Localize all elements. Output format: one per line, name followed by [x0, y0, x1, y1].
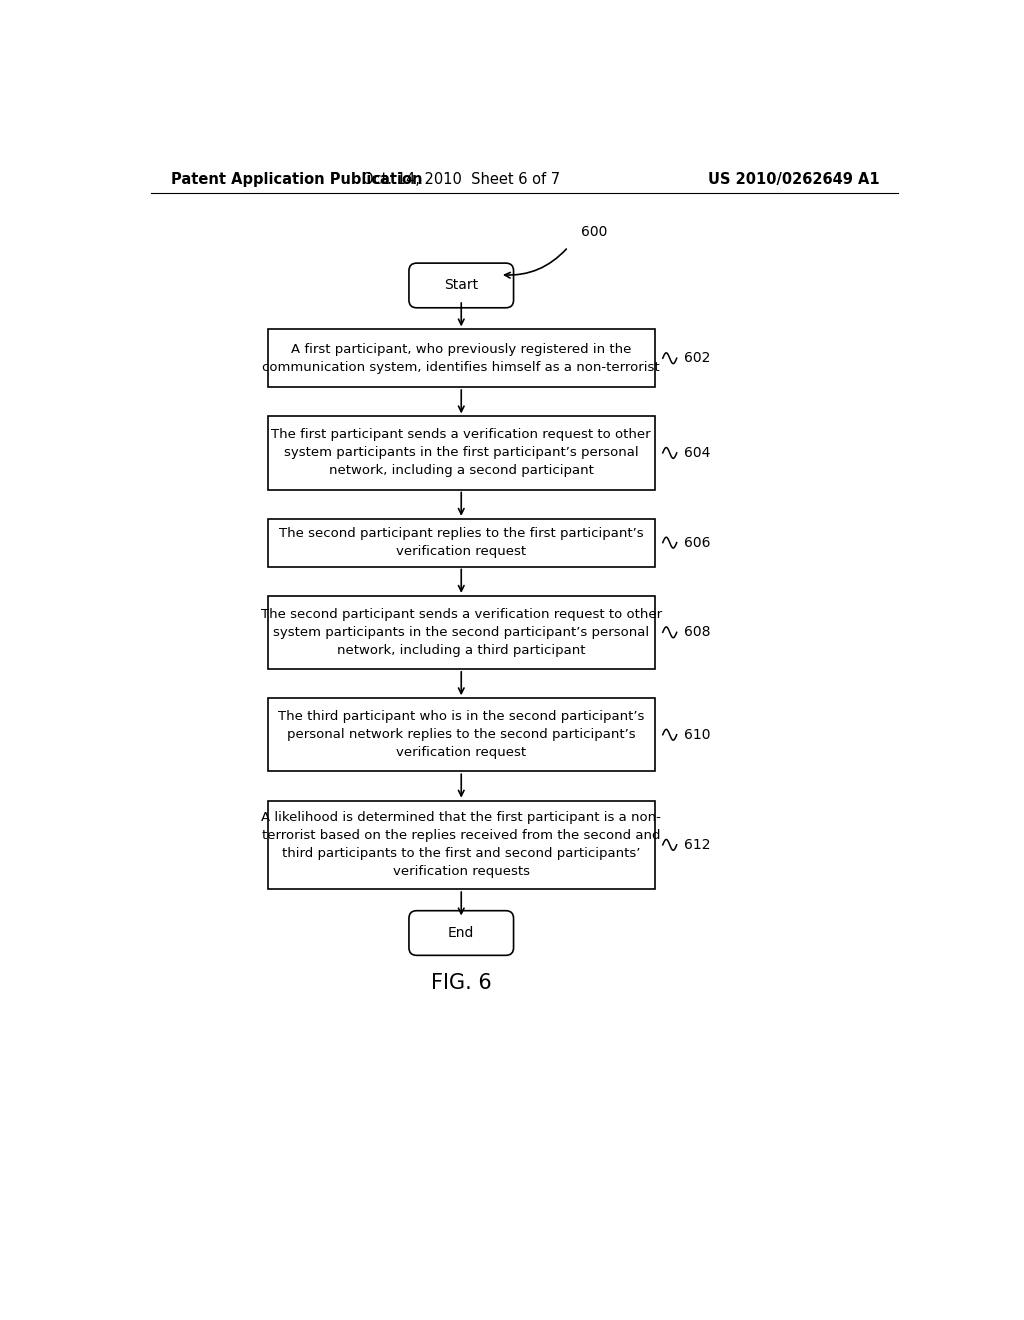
Text: The second participant replies to the first participant’s
verification request: The second participant replies to the fi…: [279, 527, 643, 558]
Text: The second participant sends a verification request to other
system participants: The second participant sends a verificat…: [261, 607, 662, 657]
Text: The third participant who is in the second participant’s
personal network replie: The third participant who is in the seco…: [279, 710, 644, 759]
FancyBboxPatch shape: [267, 595, 655, 669]
Text: The first participant sends a verification request to other
system participants : The first participant sends a verificati…: [271, 429, 651, 478]
FancyBboxPatch shape: [409, 263, 514, 308]
Text: 608: 608: [684, 626, 711, 639]
Text: Oct. 14, 2010  Sheet 6 of 7: Oct. 14, 2010 Sheet 6 of 7: [362, 172, 560, 186]
FancyBboxPatch shape: [267, 800, 655, 890]
Text: A likelihood is determined that the first participant is a non-
terrorist based : A likelihood is determined that the firs…: [261, 812, 662, 878]
Text: 604: 604: [684, 446, 711, 459]
Text: US 2010/0262649 A1: US 2010/0262649 A1: [709, 172, 880, 186]
Text: FIG. 6: FIG. 6: [431, 973, 492, 993]
FancyBboxPatch shape: [267, 698, 655, 771]
FancyBboxPatch shape: [267, 330, 655, 387]
Text: End: End: [449, 927, 474, 940]
Text: A first participant, who previously registered in the
communication system, iden: A first participant, who previously regi…: [262, 343, 660, 374]
Text: Patent Application Publication: Patent Application Publication: [171, 172, 422, 186]
Text: 600: 600: [582, 226, 608, 239]
FancyBboxPatch shape: [267, 519, 655, 566]
Text: Start: Start: [444, 279, 478, 293]
Text: 606: 606: [684, 536, 711, 549]
Text: 602: 602: [684, 351, 711, 366]
FancyBboxPatch shape: [409, 911, 514, 956]
FancyBboxPatch shape: [267, 416, 655, 490]
Text: 610: 610: [684, 727, 711, 742]
Text: 612: 612: [684, 838, 711, 851]
